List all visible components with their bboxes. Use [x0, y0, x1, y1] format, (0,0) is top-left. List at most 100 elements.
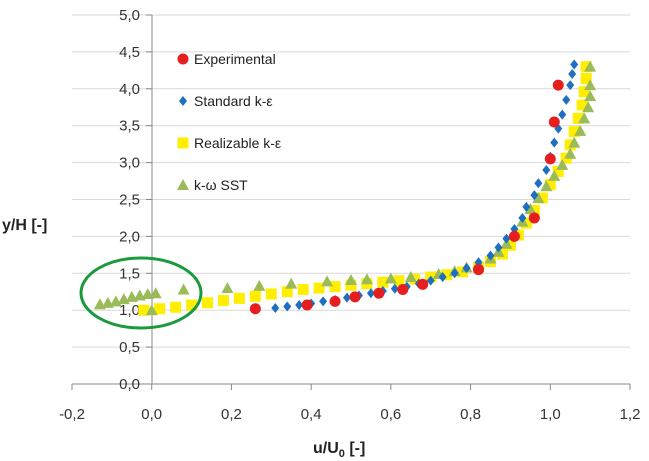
x-tick-labels: -0,2 0,0 0,2 0,4 0,6 0,8 1,0 1,2	[59, 384, 640, 423]
data-point	[295, 300, 304, 311]
data-point	[249, 290, 261, 302]
data-point	[345, 279, 357, 291]
data-point	[221, 282, 234, 294]
data-point	[149, 287, 162, 299]
data-point	[297, 284, 309, 296]
x-tick-label: 1,2	[620, 406, 641, 423]
y-tick-label: 2,5	[119, 192, 140, 209]
data-point	[249, 303, 261, 315]
data-point	[450, 268, 459, 279]
data-point	[508, 230, 520, 242]
x-tick-label: 0,6	[380, 406, 401, 423]
legend-marker	[179, 96, 187, 106]
data-point	[462, 263, 471, 274]
data-point	[574, 124, 587, 136]
data-point	[542, 164, 551, 175]
data-point	[580, 72, 592, 84]
data-point	[281, 286, 293, 298]
y-tick-label: 0,5	[119, 339, 140, 356]
data-point	[572, 112, 584, 124]
data-point	[329, 281, 341, 293]
data-point	[186, 299, 198, 311]
data-point	[562, 94, 571, 105]
data-point	[366, 288, 375, 299]
y-tick-label: 5,0	[119, 7, 140, 24]
data-point	[319, 296, 328, 307]
data-point	[584, 90, 597, 102]
data-point	[544, 179, 556, 191]
data-point	[582, 101, 595, 113]
data-point	[522, 201, 531, 212]
x-tick-label: 0,0	[141, 406, 162, 423]
x-tick-label: 0,4	[301, 406, 322, 423]
x-tick-label: 0,8	[460, 406, 481, 423]
data-point	[441, 269, 453, 281]
data-point	[397, 284, 409, 296]
y-tick-label: 3,5	[119, 118, 140, 135]
data-point	[524, 203, 537, 215]
legend-item: Realizable k-ε	[177, 135, 281, 151]
data-point	[384, 272, 397, 284]
data-point	[528, 212, 540, 224]
data-point	[518, 212, 527, 223]
data-point	[473, 264, 485, 276]
y-tick-label: 2,0	[119, 228, 140, 245]
data-point	[578, 112, 591, 124]
data-point	[494, 242, 503, 253]
legend-item: k-ω SST	[177, 177, 248, 193]
highlight-ellipse	[79, 256, 203, 330]
series-circle	[249, 79, 564, 315]
data-point	[502, 233, 511, 244]
data-point	[233, 292, 245, 304]
data-point	[532, 192, 545, 204]
legend-item: Standard k-ε	[179, 93, 273, 109]
data-point	[404, 270, 417, 282]
data-point	[438, 271, 447, 282]
data-point	[177, 283, 190, 295]
data-point	[548, 116, 560, 128]
data-point	[202, 297, 214, 309]
data-point	[584, 79, 597, 91]
data-point	[426, 275, 435, 286]
data-point	[360, 273, 373, 285]
data-point	[540, 180, 553, 192]
data-point	[217, 295, 229, 307]
legend-label: Realizable k-ε	[194, 135, 281, 151]
data-point	[377, 276, 389, 288]
data-point	[578, 86, 590, 98]
data-point	[373, 287, 385, 299]
data-point	[568, 69, 577, 80]
data-point	[285, 277, 298, 289]
x-tick-label: 1,0	[540, 406, 561, 423]
data-point	[556, 158, 569, 170]
data-point	[486, 250, 495, 261]
data-points	[93, 59, 597, 316]
data-point	[548, 169, 561, 181]
data-point	[138, 304, 150, 316]
legend-marker	[177, 137, 189, 149]
data-point	[570, 59, 579, 70]
x-tick-label: -0,2	[59, 406, 85, 423]
data-point	[534, 178, 543, 189]
legend-marker	[177, 53, 189, 65]
y-tick-label: 4,5	[119, 44, 140, 61]
y-tick-label: 1,5	[119, 265, 140, 282]
data-point	[265, 288, 277, 300]
y-axis-title: y/H [-]	[2, 217, 47, 234]
series-diamond	[271, 59, 579, 313]
y-tick-labels: 0,0 0,5 1,0 1,5 2,0 2,5 3,0 3,5 4,0 4,5 5,0	[119, 7, 152, 393]
data-point	[580, 61, 592, 73]
data-point	[576, 99, 588, 111]
data-point	[321, 275, 334, 287]
legend-label: Experimental	[194, 51, 276, 67]
data-point	[253, 279, 266, 291]
data-point	[170, 301, 182, 313]
data-point	[552, 79, 564, 91]
data-point	[530, 190, 539, 201]
legend-label: k-ω SST	[194, 177, 248, 193]
legend-marker	[177, 179, 189, 190]
y-tick-label: 3,0	[119, 155, 140, 172]
legend-item: Experimental	[177, 51, 276, 67]
